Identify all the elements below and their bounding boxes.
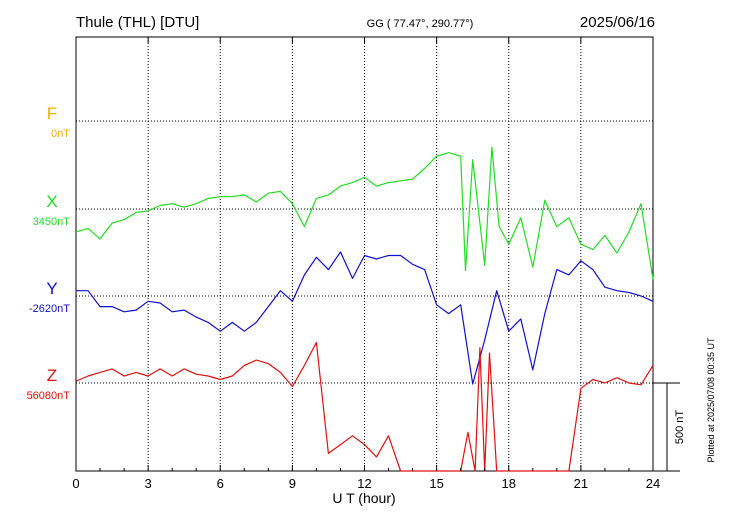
chart-coordinates: GG ( 77.47°, 290.77°) [367,18,474,30]
x-axis: 0 3 6 9 12 15 18 21 24 [72,37,660,491]
scale-bar-label: 500 nT [674,410,686,445]
series-labels: F 0nT X 3450nT Y -2620nT Z 56080nT [27,104,71,402]
plotted-timestamp: Plotted at 2025/07/08 00:35 UT [706,337,716,463]
series-baseline-F: 0nT [51,128,70,140]
series-name-X: X [46,192,57,211]
series-name-Y: Y [46,279,57,298]
x-tick-label-21: 21 [574,476,588,491]
series-name-F: F [47,104,57,123]
x-tick-label-15: 15 [429,476,443,491]
grid [76,37,653,471]
series-lines [75,146,654,472]
series-baseline-Z: 56080nT [27,390,71,402]
x-axis-label: U T (hour) [332,490,395,506]
series-name-Z: Z [47,366,57,385]
x-tick-label-0: 0 [72,476,79,491]
x-tick-label-9: 9 [289,476,296,491]
series-baseline-X: 3450nT [33,216,71,228]
chart-station-title: Thule (THL) [DTU] [76,14,199,31]
series-line-X [75,146,654,280]
x-tick-label-6: 6 [217,476,224,491]
series-line-Y [76,251,654,385]
series-line-Z [75,341,654,472]
scale-bar: 500 nT [653,382,686,472]
x-tick-label-3: 3 [145,476,152,491]
series-baseline-Y: -2620nT [29,303,70,315]
x-tick-label-24: 24 [646,476,660,491]
chart-date: 2025/06/16 [580,14,655,31]
x-tick-label-12: 12 [357,476,371,491]
x-tick-label-18: 18 [502,476,516,491]
